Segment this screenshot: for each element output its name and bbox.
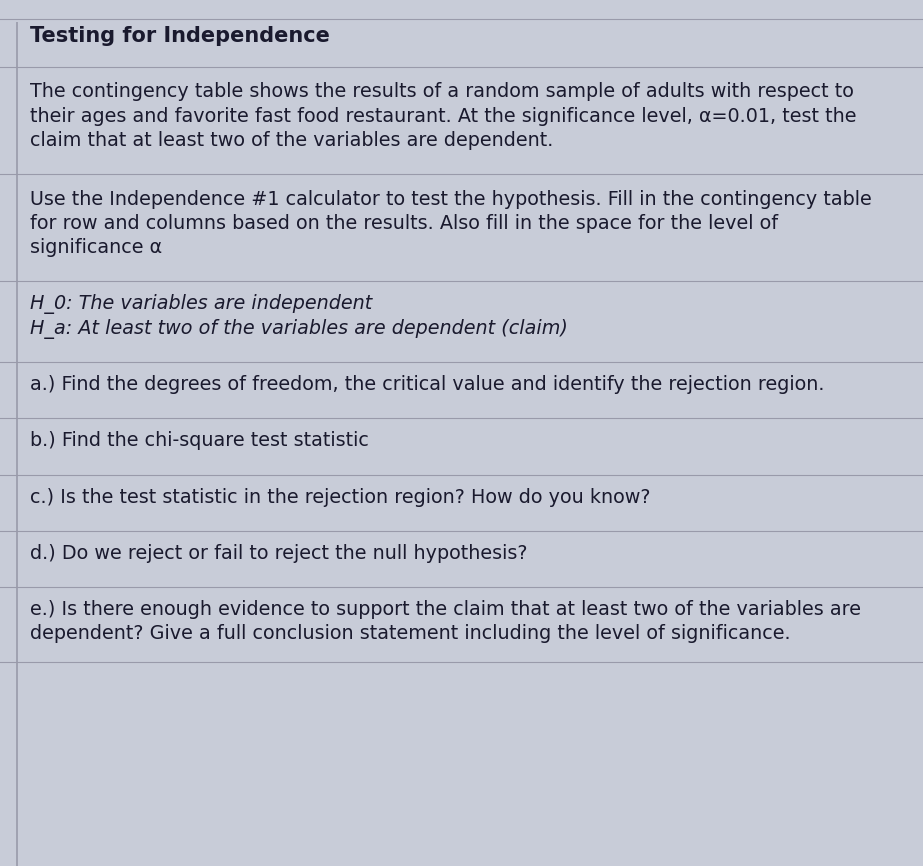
Text: dependent? Give a full conclusion statement including the level of significance.: dependent? Give a full conclusion statem…: [30, 624, 790, 643]
Text: H_a: At least two of the variables are dependent (claim): H_a: At least two of the variables are d…: [30, 319, 568, 339]
Text: Testing for Independence: Testing for Independence: [30, 26, 330, 46]
Text: claim that at least two of the variables are dependent.: claim that at least two of the variables…: [30, 131, 553, 150]
Text: Use the Independence #1 calculator to test the hypothesis. Fill in the contingen: Use the Independence #1 calculator to te…: [30, 190, 871, 209]
Text: e.) Is there enough evidence to support the claim that at least two of the varia: e.) Is there enough evidence to support …: [30, 600, 860, 619]
Text: b.) Find the chi-square test statistic: b.) Find the chi-square test statistic: [30, 431, 368, 450]
Text: significance α: significance α: [30, 238, 162, 257]
Text: their ages and favorite fast food restaurant. At the significance level, α=0.01,: their ages and favorite fast food restau…: [30, 107, 856, 126]
Text: a.) Find the degrees of freedom, the critical value and identify the rejection r: a.) Find the degrees of freedom, the cri…: [30, 375, 824, 394]
Text: d.) Do we reject or fail to reject the null hypothesis?: d.) Do we reject or fail to reject the n…: [30, 544, 527, 563]
Text: The contingency table shows the results of a random sample of adults with respec: The contingency table shows the results …: [30, 82, 854, 101]
Text: c.) Is the test statistic in the rejection region? How do you know?: c.) Is the test statistic in the rejecti…: [30, 488, 650, 507]
Text: for row and columns based on the results. Also fill in the space for the level o: for row and columns based on the results…: [30, 214, 778, 233]
Text: H_0: The variables are independent: H_0: The variables are independent: [30, 294, 372, 314]
